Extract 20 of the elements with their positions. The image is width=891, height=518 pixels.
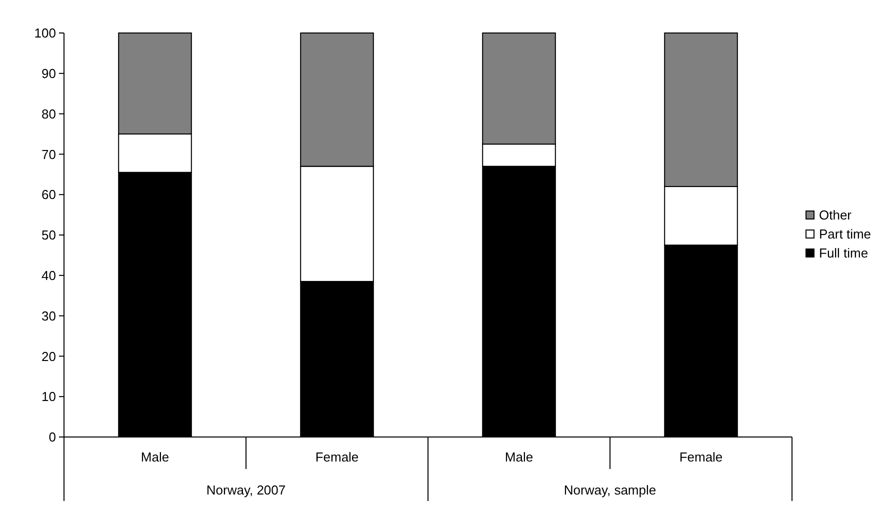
x-tick-label: Male	[504, 450, 534, 465]
y-tick-label: 50	[42, 228, 56, 243]
legend-label: Other	[819, 208, 852, 223]
x-tick-label: Female	[679, 450, 723, 465]
y-tick-label: 40	[42, 268, 56, 283]
x-tick-label: Female	[315, 450, 359, 465]
y-tick-label: 80	[42, 106, 56, 122]
y-tick-label: 10	[42, 389, 56, 404]
y-tick-label: 100	[34, 26, 56, 41]
text: Norway, 2007	[206, 482, 286, 498]
y-tick-label: 20	[42, 348, 56, 364]
legend-label: Part time	[819, 226, 872, 242]
legend-label: Full time	[819, 246, 868, 261]
x-tick-label: Male	[140, 450, 170, 465]
y-tick-label: 0	[48, 430, 56, 445]
y-tick-label: 90	[42, 66, 56, 81]
y-tick-label: 70	[42, 146, 56, 162]
y-tick-label: 30	[42, 308, 56, 324]
text: Norway, sample	[564, 482, 656, 498]
y-tick-label: 60	[42, 187, 56, 202]
